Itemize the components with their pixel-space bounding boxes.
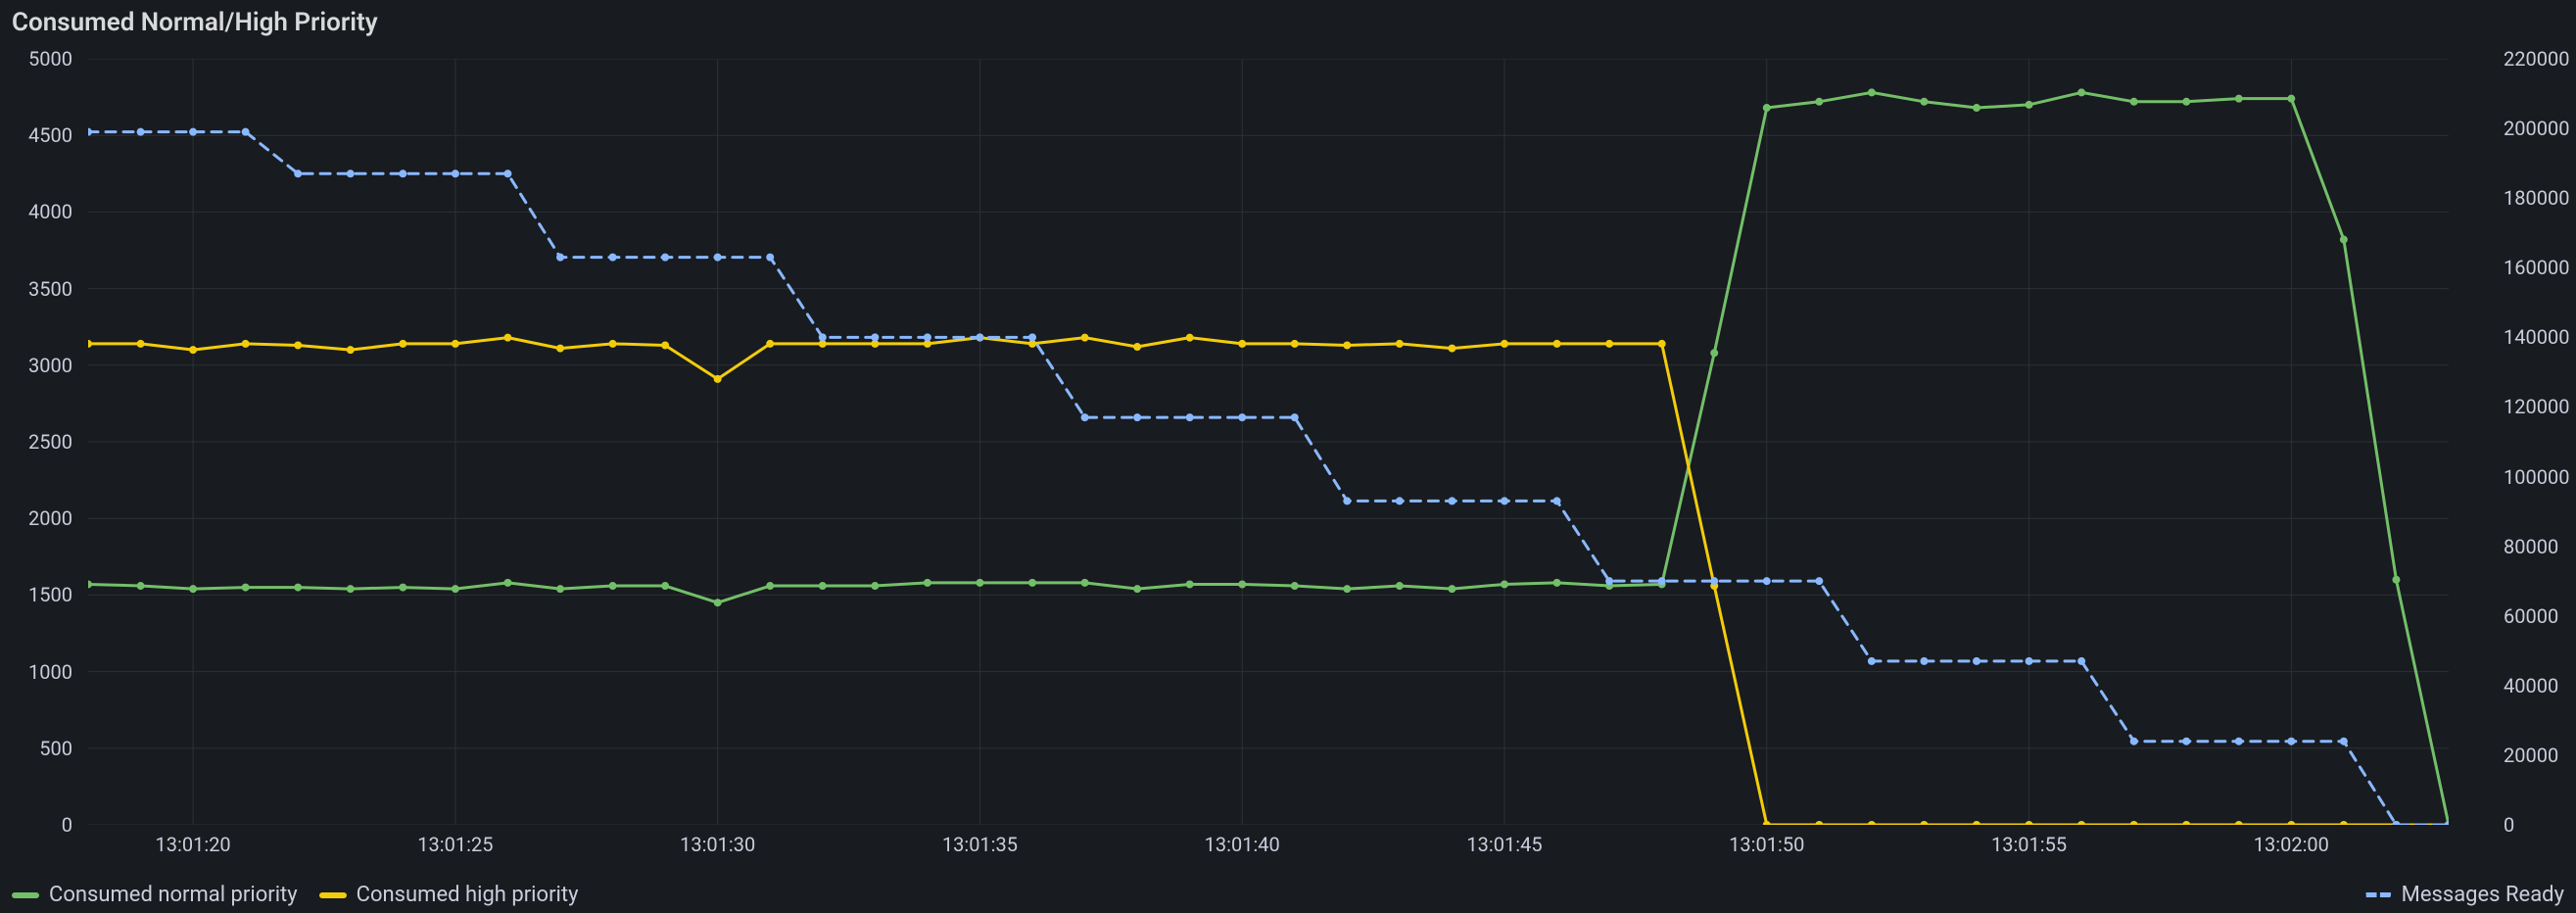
legend-label-normal: Consumed normal priority	[49, 883, 298, 907]
legend-left: Consumed normal priority Consumed high p…	[12, 883, 579, 907]
legend-label-ready: Messages Ready	[2402, 883, 2564, 907]
legend-swatch-normal	[12, 892, 39, 898]
left-axis-labels: 0500100015002000250030003500400045005000	[0, 59, 80, 825]
chart-panel: Consumed Normal/High Priority 0500100015…	[0, 0, 2576, 913]
plot-area[interactable]	[88, 59, 2449, 825]
legend-swatch-high	[319, 892, 347, 898]
right-axis-labels: 0200004000060000800001000001200001400001…	[2496, 59, 2576, 825]
legend-right: Messages Ready	[2364, 883, 2564, 907]
legend-item-normal[interactable]: Consumed normal priority	[12, 883, 298, 907]
legend-label-high: Consumed high priority	[357, 883, 579, 907]
legend-item-high[interactable]: Consumed high priority	[319, 883, 579, 907]
legend-item-ready[interactable]: Messages Ready	[2364, 883, 2564, 907]
x-axis-labels: 13:01:2013:01:2513:01:3013:01:3513:01:40…	[88, 833, 2449, 862]
chart-svg[interactable]	[88, 59, 2449, 825]
panel-title: Consumed Normal/High Priority	[12, 8, 378, 37]
legend-swatch-ready	[2364, 892, 2392, 897]
